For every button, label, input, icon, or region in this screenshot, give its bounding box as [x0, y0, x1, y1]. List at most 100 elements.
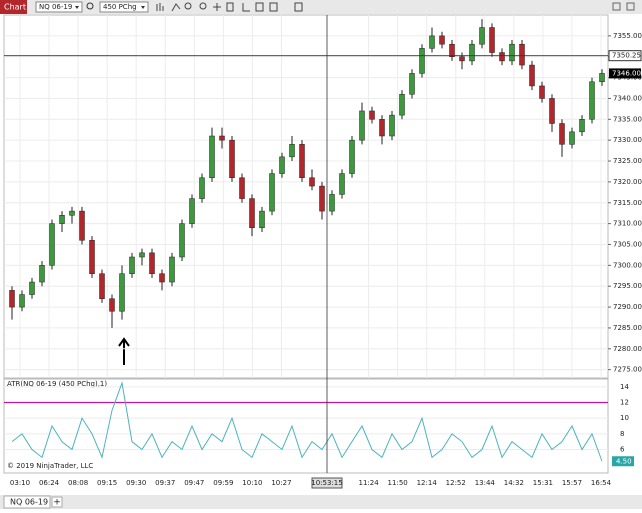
candle-body [559, 123, 565, 145]
x-tick-label: 09:59 [213, 479, 233, 487]
x-tick-label: 11:24 [359, 479, 380, 487]
candle-body [599, 73, 605, 83]
y-tick-label: 7290.00 [613, 303, 642, 311]
candle-body [29, 281, 35, 295]
copyright: © 2019 NinjaTrader, LLC [7, 462, 93, 470]
candle-body [439, 35, 445, 45]
candle-body [499, 52, 505, 62]
candle-body [309, 177, 315, 187]
y-tick-label: 7335.00 [613, 115, 642, 123]
candle-body [339, 173, 345, 195]
x-tick-label: 14:32 [504, 479, 524, 487]
candle-body [99, 273, 105, 299]
x-tick-label: 09:30 [126, 479, 146, 487]
search-icon[interactable] [86, 2, 94, 10]
dropdown-arrow [141, 6, 145, 9]
candle-body [579, 119, 585, 133]
x-tick-label: 09:37 [155, 479, 175, 487]
candle-body [59, 215, 65, 224]
tab[interactable] [3, 495, 51, 509]
y-tick-label: 7325.00 [613, 157, 642, 165]
y-tick-label: 7355.00 [613, 32, 642, 40]
candle-body [9, 290, 15, 308]
bartype-dropdown[interactable] [99, 1, 149, 13]
candle-body [569, 131, 575, 145]
candle-body [529, 64, 535, 87]
candle-body [259, 210, 265, 229]
crosshair-time: 10:53:15 [311, 479, 342, 487]
candle-body [89, 240, 95, 274]
x-tick-label: 15:57 [562, 479, 582, 487]
candle-body [549, 98, 555, 124]
bar-type: 450 PChg [103, 3, 137, 11]
y-tick-label: 7295.00 [613, 282, 642, 290]
price-panel [3, 14, 609, 379]
atr-line [11, 380, 603, 462]
add-tab[interactable] [51, 496, 63, 508]
instrument-dropdown[interactable] [35, 1, 83, 13]
y-tick-label: 7300.00 [613, 261, 642, 269]
y-tick-label: 7305.00 [613, 240, 642, 248]
candle-body [329, 194, 335, 212]
toolbar-icons[interactable] [156, 2, 303, 12]
y-tick-label: 7280.00 [613, 345, 642, 353]
x-tick-label: 10:27 [271, 479, 291, 487]
candle-body [299, 144, 305, 178]
indicator-title: ATR(NQ 06-19 (450 PChg),1) [7, 380, 107, 388]
last-price: 7346.00 [612, 69, 641, 77]
candle-body [479, 27, 485, 45]
x-tick-label: 03:10 [10, 479, 30, 487]
y-tick-label: 7310.00 [613, 220, 642, 228]
candle-body [449, 43, 455, 57]
dropdown-arrow [75, 6, 79, 9]
candle-body [19, 294, 25, 308]
y-tick-label: 7330.00 [613, 136, 642, 144]
y-tick-label: 10 [620, 414, 629, 422]
candle-body [489, 27, 495, 53]
x-tick-label: 12:52 [446, 479, 466, 487]
candle-body [139, 252, 145, 258]
candle-body [399, 94, 405, 116]
app-label: Chart [4, 3, 26, 12]
x-tick-label: 09:15 [97, 479, 117, 487]
y-tick-label: 7315.00 [613, 199, 642, 207]
candle-body [109, 298, 115, 312]
last-price-box [609, 68, 641, 79]
x-tick-label: 15:31 [533, 479, 553, 487]
candle-body [269, 173, 275, 212]
window-button[interactable] [626, 2, 635, 11]
candle-body [49, 223, 55, 266]
crosshair-price: 7350.25 [612, 52, 641, 60]
x-tick-label: 09:47 [184, 479, 204, 487]
y-tick-label: 12 [620, 399, 629, 407]
candle-body [419, 48, 425, 74]
candle-body [69, 210, 75, 216]
candle-body [409, 73, 415, 95]
x-tick-label: 10:10 [242, 479, 262, 487]
candle-body [209, 135, 215, 178]
x-tick-label: 12:14 [417, 479, 438, 487]
candle-body [199, 177, 205, 199]
last-atr-box [612, 456, 634, 467]
candle-body [459, 56, 465, 62]
candle-body [219, 135, 225, 141]
candle-body [589, 81, 595, 120]
candle-body [229, 139, 235, 178]
window-button[interactable] [612, 2, 621, 11]
last-atr: 4.50 [616, 457, 632, 465]
x-tick-label: 11:50 [388, 479, 408, 487]
candle-body [239, 177, 245, 199]
candle-body [319, 185, 325, 212]
arrow-annotation [118, 337, 130, 365]
add-tab-label: + [53, 498, 61, 508]
candle-body [369, 110, 375, 120]
y-tick-label: 14 [620, 383, 629, 391]
instrument: NQ 06-19 [39, 3, 72, 11]
y-tick-label: 8 [620, 430, 624, 438]
x-tick-label: 13:44 [475, 479, 496, 487]
candle-body [79, 210, 85, 241]
candle-body [39, 265, 45, 283]
y-tick-label: 7340.00 [613, 94, 642, 102]
